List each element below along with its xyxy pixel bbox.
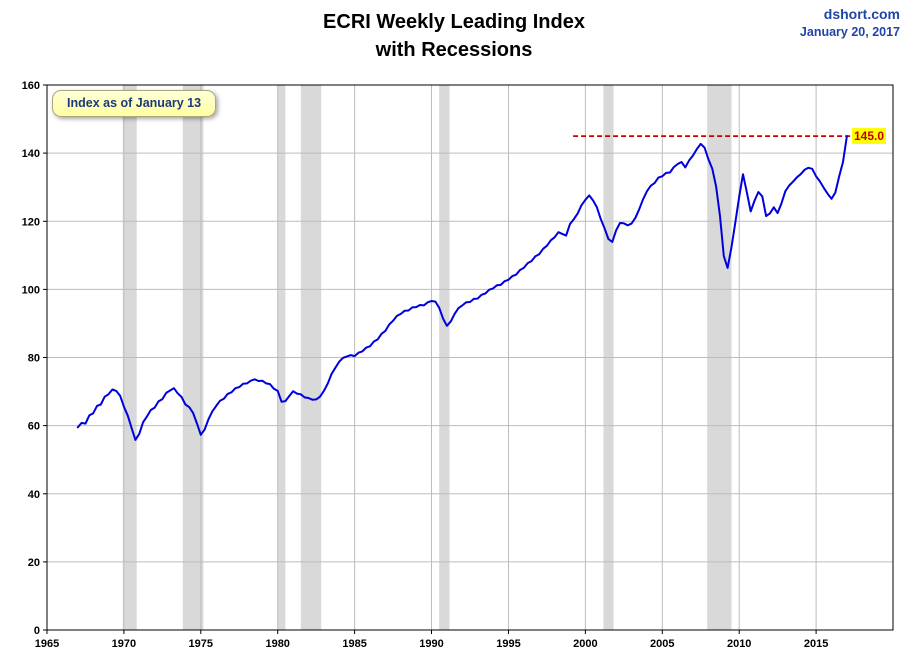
y-axis-tick-label: 160 <box>22 80 40 92</box>
x-axis-tick-label: 2010 <box>727 638 751 650</box>
y-axis-tick-label: 60 <box>28 421 40 433</box>
source-attribution: dshort.com January 20, 2017 <box>800 6 900 39</box>
y-axis-tick-label: 120 <box>22 216 40 228</box>
x-axis-tick-label: 1970 <box>112 638 136 650</box>
y-axis-tick-label: 80 <box>28 353 40 365</box>
y-axis-tick-label: 100 <box>22 284 40 296</box>
chart-title-line1: ECRI Weekly Leading Index <box>323 11 585 33</box>
y-axis-tick-label: 40 <box>28 489 40 501</box>
y-axis-tick-label: 140 <box>22 148 40 160</box>
latest-value-label: 145.0 <box>852 128 887 144</box>
source-site: dshort.com <box>823 6 900 22</box>
y-axis-tick-label: 20 <box>28 557 40 569</box>
x-axis-tick-label: 1980 <box>265 638 289 650</box>
x-axis-tick-label: 1985 <box>342 638 366 650</box>
x-axis-tick-label: 1975 <box>189 638 213 650</box>
wli-series-line <box>76 135 848 441</box>
x-axis-tick-label: 2005 <box>650 638 674 650</box>
chart-title: ECRI Weekly Leading Index with Recession… <box>30 8 878 64</box>
y-axis-tick-label: 0 <box>34 625 40 637</box>
index-note-callout: Index as of January 13 <box>52 90 217 117</box>
x-axis-tick-label: 1965 <box>35 638 59 650</box>
x-axis-tick-label: 2015 <box>804 638 828 650</box>
chart-title-line2: with Recessions <box>375 39 533 61</box>
source-date: January 20, 2017 <box>799 25 900 39</box>
x-axis-tick-label: 2000 <box>573 638 597 650</box>
x-axis-tick-label: 1990 <box>419 638 443 650</box>
x-axis-tick-label: 1995 <box>496 638 520 650</box>
